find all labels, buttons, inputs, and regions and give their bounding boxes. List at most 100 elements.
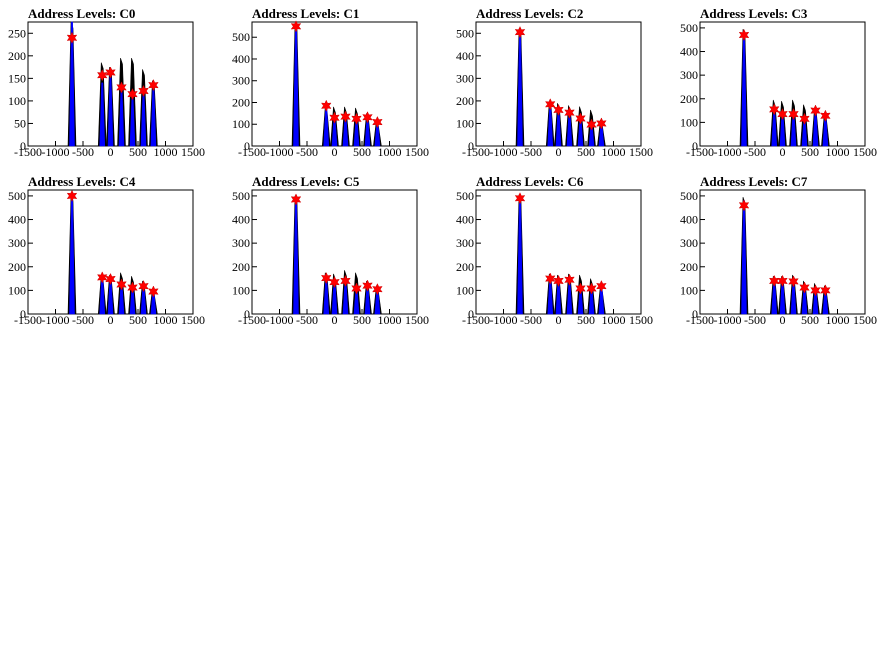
histogram-panel: Address Levels: C0 0 50 100 150 200 250 -1500 -1… <box>0 0 224 168</box>
peak-marker <box>290 20 302 33</box>
fit-peak <box>99 82 106 147</box>
peak-marker <box>777 274 788 288</box>
y-tick-label: 0 <box>20 139 26 153</box>
peak-marker <box>564 106 575 119</box>
y-tick-label: 0 <box>20 307 26 321</box>
y-tick-label: 100 <box>680 283 698 297</box>
y-tick-label: 200 <box>456 260 474 274</box>
peak-marker <box>351 282 362 295</box>
y-tick-label: 400 <box>456 49 474 63</box>
peak-marker <box>351 112 362 125</box>
histogram-plot: 0 100 200 300 400 500 -1500 -1000 -500 0 500 1000 15… <box>232 20 429 159</box>
y-tick-label: 0 <box>468 307 474 321</box>
x-tick-label: 1500 <box>853 145 877 159</box>
y-tick-label: 500 <box>456 189 474 203</box>
y-tick-label: 200 <box>456 94 474 108</box>
peak-marker <box>596 280 607 293</box>
panel-title: Address Levels: C5 <box>252 174 360 189</box>
x-tick-label: 500 <box>129 313 147 327</box>
x-tick-label: -1000 <box>490 313 518 327</box>
peak-marker <box>788 275 799 288</box>
peak-marker <box>586 282 597 295</box>
x-tick-label: 500 <box>577 313 595 327</box>
x-tick-label: -1500 <box>686 313 714 327</box>
peak-marker <box>768 103 780 116</box>
peak-marker <box>553 274 564 288</box>
x-tick-label: -1000 <box>714 313 742 327</box>
x-tick-label: -500 <box>72 313 94 327</box>
panel-title: Address Levels: C0 <box>28 6 136 21</box>
x-tick-label: 1000 <box>378 145 402 159</box>
y-tick-label: 400 <box>232 213 250 227</box>
panel-title: Address Levels: C2 <box>476 6 584 21</box>
histogram-grid: Address Levels: C0 0 50 100 150 200 250 -1500 -1… <box>0 0 896 336</box>
y-tick-label: 300 <box>232 74 250 88</box>
peak-marker <box>127 281 138 294</box>
y-tick-label: 400 <box>456 213 474 227</box>
x-tick-label: 1000 <box>378 313 402 327</box>
y-tick-label: 300 <box>8 236 26 250</box>
histogram-plot: 0 100 200 300 400 500 -1500 -1000 -500 0 500 1000 15… <box>456 189 653 327</box>
x-tick-label: 1000 <box>154 313 178 327</box>
x-tick-label: 1000 <box>602 145 626 159</box>
y-tick-label: 0 <box>244 307 250 321</box>
y-tick-label: 100 <box>8 94 26 108</box>
x-tick-label: 1500 <box>853 313 877 327</box>
peak-marker <box>66 189 78 203</box>
x-tick-label: -1000 <box>266 313 294 327</box>
peak-marker <box>799 112 810 125</box>
y-tick-label: 0 <box>692 139 698 153</box>
panel-title: Address Levels: C7 <box>700 174 808 189</box>
y-tick-label: 150 <box>8 71 26 85</box>
x-tick-label: 0 <box>108 145 114 159</box>
y-tick-label: 400 <box>8 213 26 227</box>
peak-marker <box>575 282 586 295</box>
x-tick-label: -1500 <box>238 145 266 159</box>
peak-marker <box>329 111 340 124</box>
y-tick-label: 200 <box>232 260 250 274</box>
x-tick-label: -1500 <box>462 313 490 327</box>
peak-marker <box>362 111 373 124</box>
y-tick-label: 100 <box>456 116 474 130</box>
x-tick-label: 0 <box>780 313 786 327</box>
x-tick-label: 500 <box>577 145 595 159</box>
peak-marker <box>768 274 780 288</box>
peak-marker <box>596 117 607 130</box>
histogram-panel: Address Levels: C7 0 100 200 300 400 500 -1500-… <box>672 168 896 336</box>
y-tick-label: 200 <box>680 260 698 274</box>
x-tick-label: -500 <box>72 145 94 159</box>
histogram-panel: Address Levels: C2 0 100 200 300 400 500 -1500-… <box>448 0 672 168</box>
peak-marker <box>148 285 159 298</box>
x-tick-label: -1500 <box>238 313 266 327</box>
peak-marker <box>820 284 831 297</box>
x-tick-label: 0 <box>556 313 562 327</box>
histogram-panel: Address Levels: C3 0 100 200 300 400 500 -1500-… <box>672 0 896 168</box>
peak-marker <box>372 283 383 296</box>
panel-title: Address Levels: C4 <box>28 174 136 189</box>
x-tick-label: 500 <box>801 313 819 327</box>
y-tick-label: 400 <box>680 45 698 59</box>
peak-marker <box>96 271 108 284</box>
y-tick-label: 300 <box>680 236 698 250</box>
x-tick-label: 1000 <box>602 313 626 327</box>
x-tick-label: -1000 <box>266 145 294 159</box>
y-tick-label: 500 <box>232 30 250 44</box>
panel-title: Address Levels: C1 <box>252 6 360 21</box>
x-tick-label: -500 <box>520 145 542 159</box>
panel-title: Address Levels: C3 <box>700 6 808 21</box>
y-tick-label: 200 <box>680 92 698 106</box>
x-tick-label: 1500 <box>405 145 429 159</box>
y-tick-label: 200 <box>8 49 26 63</box>
y-tick-label: 0 <box>468 139 474 153</box>
histogram-plot: 0 100 200 300 400 500 -1500 -1000 -500 0 500 1000 15… <box>680 21 877 159</box>
y-tick-label: 100 <box>232 283 250 297</box>
histogram-panel: Address Levels: C1 0 100 200 300 400 500 -1500-… <box>224 0 448 168</box>
y-tick-label: 250 <box>8 26 26 40</box>
peak-marker <box>553 103 564 117</box>
x-tick-label: 0 <box>332 145 338 159</box>
x-tick-label: -1500 <box>14 313 42 327</box>
histogram-panel: Address Levels: C6 0 100 200 300 400 500 -1500-… <box>448 168 672 336</box>
panel-title: Address Levels: C6 <box>476 174 584 189</box>
y-tick-label: 500 <box>232 189 250 203</box>
x-tick-label: 0 <box>556 145 562 159</box>
